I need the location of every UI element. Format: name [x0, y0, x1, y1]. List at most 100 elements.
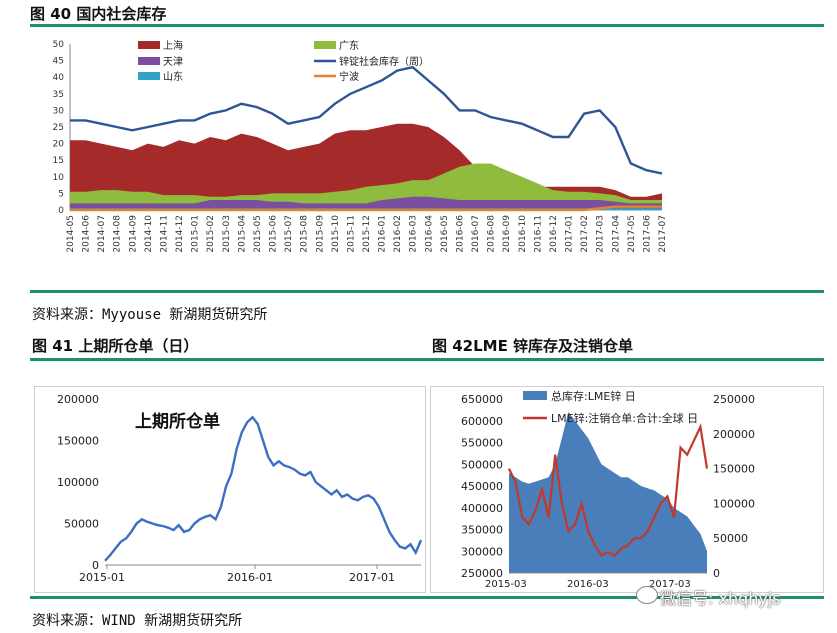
x-tick-label: 2015-11	[346, 215, 356, 253]
china-social-inventory-chart: 0 5 10 15 20 25 30 35 40 45 50 2014-05 2014-06 2014-0…	[53, 39, 668, 253]
x-tick-label: 2017-06	[642, 215, 652, 253]
y-tick-label-left: 450000	[461, 480, 503, 493]
legend-label: 宁波	[339, 70, 359, 83]
y-tick-label-right: 0	[713, 567, 720, 580]
fig42-title: 图 42LME 锌库存及注销仓单	[432, 337, 634, 355]
x-tick-label: 2015-10	[331, 215, 341, 253]
x-tick-label: 2015-01	[79, 571, 125, 584]
x-tick-label: 2015-09	[315, 215, 325, 253]
x-tick-label: 2015-03	[485, 579, 527, 590]
x-tick-label: 2016-07	[471, 215, 481, 253]
y-tick-label: 10	[53, 173, 65, 183]
y-tick-label: 30	[53, 106, 65, 116]
chart-inner-title: 上期所仓单	[135, 411, 220, 432]
x-tick-label: 2015-03	[222, 215, 232, 253]
x-tick-label: 2016-06	[456, 215, 466, 253]
y-tick-label: 40	[53, 73, 65, 83]
legend-label: 山东	[163, 70, 183, 83]
x-tick-label: 2017-03	[596, 215, 606, 253]
x-tick-label: 2017-07	[658, 215, 668, 253]
x-tick-label: 2015-12	[362, 215, 372, 253]
legend-swatch	[138, 57, 160, 65]
y-tick-label: 150000	[57, 435, 99, 448]
x-tick-label: 2014-08	[113, 215, 123, 253]
bottom-source: 资料来源：WIND 新湖期货研究所	[32, 613, 243, 629]
x-tick-label: 2015-06	[269, 215, 279, 253]
y-tick-label: 0	[58, 206, 64, 216]
legend-label: 锌锭社会库存（周）	[339, 55, 429, 68]
x-tick-label: 2016-02	[393, 215, 403, 253]
fig40-title-rule	[30, 24, 824, 27]
legend-swatch	[523, 391, 547, 400]
y-tick-label: 50000	[64, 518, 99, 531]
legend-label: 天津	[163, 56, 183, 68]
y-tick-label: 45	[53, 57, 64, 67]
wechat-watermark: 微信号: xhqhyjs	[660, 589, 781, 608]
x-tick-label: 2016-03	[567, 579, 609, 590]
lme-cancelled-warrants-line	[508, 423, 709, 558]
x-tick-label: 2016-04	[424, 215, 434, 253]
x-tick-label: 2014-07	[97, 215, 107, 253]
legend-swatch	[138, 72, 160, 80]
x-tick-label: 2016-11	[533, 215, 543, 253]
x-tick-label: 2014-09	[128, 215, 138, 253]
line-series-2	[70, 205, 662, 212]
legend-label: LME锌:注销仓单:合计:全球 日	[551, 411, 698, 425]
y-tick-label-left: 250000	[461, 567, 503, 580]
x-tick-label: 2014-05	[66, 215, 76, 253]
x-tick-label: 2017-03	[649, 579, 691, 590]
y-tick-label-left: 500000	[461, 458, 503, 471]
y-tick-label-right: 150000	[713, 463, 755, 476]
legend-label: 上海	[163, 39, 183, 52]
fig42-panel: 250000 300000 350000 400000 450000 500000 5500…	[430, 386, 824, 593]
y-tick-label-right: 250000	[713, 393, 755, 406]
y-tick-label: 200000	[57, 393, 99, 406]
line-series-1	[70, 65, 663, 175]
x-tick-label: 2016-05	[440, 215, 450, 253]
x-tick-label: 2015-02	[206, 215, 216, 253]
x-tick-label: 2017-02	[580, 215, 590, 253]
x-tick-label: 2016-09	[502, 215, 512, 253]
x-tick-label: 2015-08	[300, 215, 310, 253]
x-tick-label: 2015-05	[253, 215, 263, 253]
y-tick-label: 50	[53, 40, 65, 50]
legend-label: 广东	[339, 39, 359, 52]
fig41-panel: 0 50000 100000 150000 200000 2015-01 2016-01 20…	[34, 386, 426, 593]
x-tick-label: 2017-01	[349, 571, 395, 584]
x-tick-label: 2017-05	[627, 215, 637, 253]
legend-swatch	[314, 41, 336, 49]
y-tick-label-left: 650000	[461, 393, 503, 406]
fig40-title: 图 40 国内社会库存	[30, 5, 167, 23]
y-tick-label-right: 100000	[713, 497, 755, 510]
y-tick-label: 35	[53, 90, 64, 100]
area-series-2	[70, 163, 662, 210]
wechat-icon	[636, 586, 658, 604]
x-tick-label: 2015-07	[284, 215, 294, 253]
x-tick-label: 2014-12	[175, 215, 185, 253]
x-tick-label: 2016-01	[378, 215, 388, 253]
x-tick-label: 2017-01	[565, 215, 575, 253]
x-tick-label: 2017-04	[611, 215, 621, 253]
y-tick-label-left: 350000	[461, 524, 503, 537]
y-tick-label: 15	[53, 156, 64, 166]
fig41-42-title-rule	[30, 358, 824, 361]
y-tick-label: 20	[53, 140, 65, 150]
shfe-warrant-chart: 0 50000 100000 150000 200000 2015-01 2016-01 20…	[57, 393, 423, 584]
y-tick-label-right: 50000	[713, 532, 748, 545]
fig41-title: 图 41 上期所仓单（日）	[32, 337, 199, 355]
x-tick-label: 2016-12	[549, 215, 559, 253]
x-tick-label: 2015-04	[237, 215, 247, 253]
bottom-rule	[30, 596, 824, 599]
shfe-warrant-line	[104, 415, 423, 562]
area-series-3	[70, 196, 662, 210]
y-tick-label-left: 300000	[461, 545, 503, 558]
x-tick-label: 2014-06	[82, 215, 92, 253]
x-tick-label: 2014-11	[160, 215, 170, 253]
y-tick-label-left: 600000	[461, 415, 503, 428]
y-tick-label-right: 200000	[713, 428, 755, 441]
y-tick-label-left: 550000	[461, 437, 503, 450]
fig40-source: 资料来源：Myyouse 新湖期货研究所	[32, 307, 268, 323]
y-tick-label: 25	[53, 123, 64, 133]
x-tick-label: 2014-10	[144, 215, 154, 253]
y-tick-label: 5	[58, 189, 64, 199]
